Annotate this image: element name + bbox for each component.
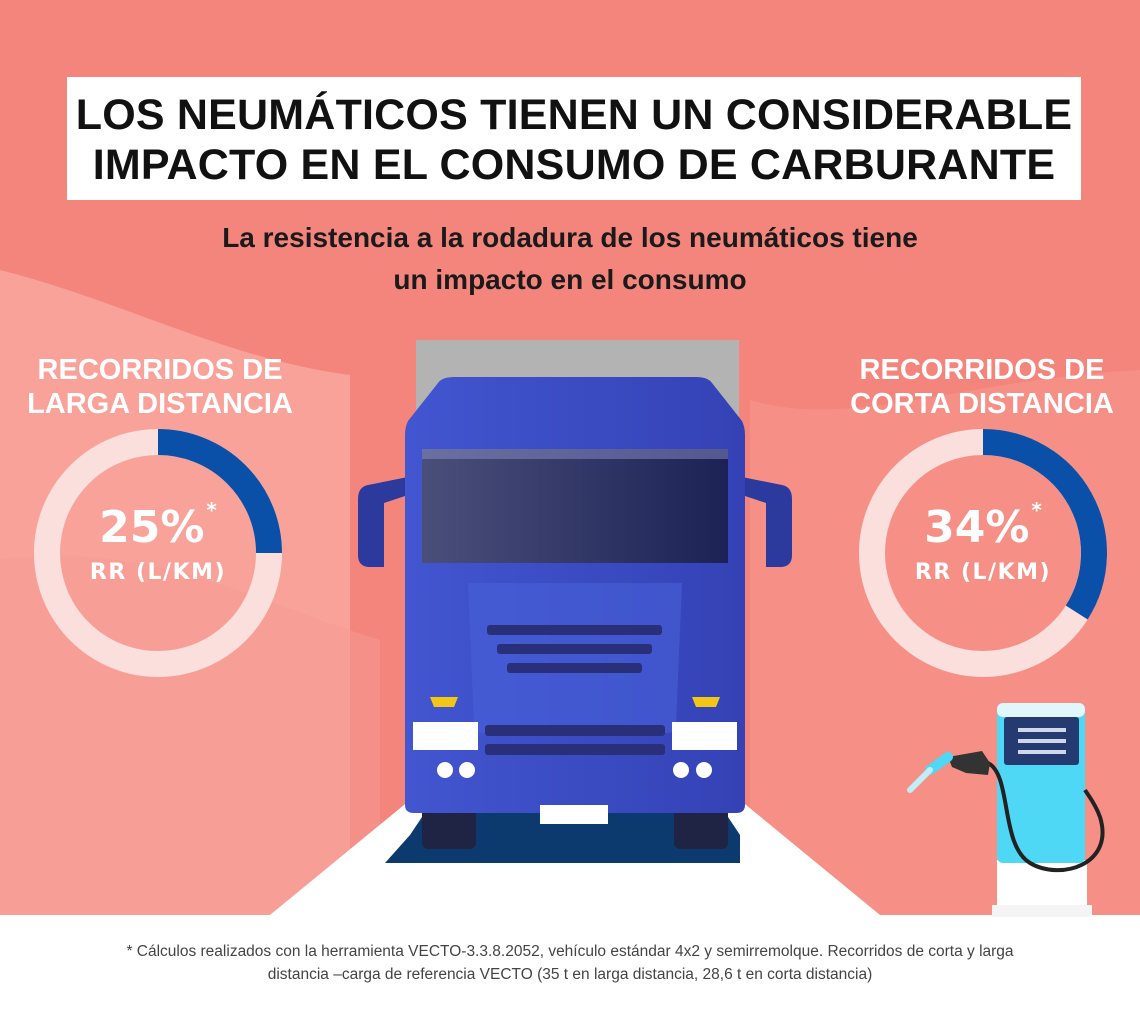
short-distance-value-wrap: 34% * [858, 498, 1108, 553]
short-distance-unit: RR (L/KM) [914, 560, 1052, 585]
title-line-1: LOS NEUMÁTICOS TIENEN UN CONSIDERABLE [75, 91, 1073, 139]
short-distance-donut [859, 429, 1107, 677]
short-distance-heading: RECORRIDOS DE CORTA DISTANCIA [832, 353, 1132, 421]
short-distance-asterisk: * [1031, 498, 1042, 522]
long-distance-value-wrap: 25% * [33, 498, 283, 553]
title-line-2: IMPACTO EN EL CONSUMO DE CARBURANTE [92, 141, 1056, 189]
long-distance-donut-fill [157, 429, 282, 554]
short-distance-heading-line-1: RECORRIDOS DE [859, 354, 1105, 386]
fuel-pump-icon [907, 703, 1105, 918]
short-distance-heading-line-2: CORTA DISTANCIA [850, 388, 1114, 420]
short-distance-donut-fill [982, 429, 1107, 620]
long-distance-heading-line-2: LARGA DISTANCIA [27, 388, 293, 420]
footnote-line-1: * Cálculos realizados con la herramienta… [126, 943, 1014, 960]
footnote: * Cálculos realizados con la herramienta… [60, 940, 1080, 986]
long-distance-unit: RR (L/KM) [89, 560, 227, 585]
long-distance-heading: RECORRIDOS DE LARGA DISTANCIA [10, 353, 310, 421]
long-distance-donut [34, 429, 282, 677]
long-distance-value: 25% [99, 502, 205, 553]
footnote-line-2: distancia –carga de referencia VECTO (35… [267, 966, 873, 983]
long-distance-asterisk: * [206, 498, 217, 522]
subtitle-line-2: un impacto en el consumo [393, 264, 747, 295]
short-distance-value: 34% [924, 502, 1030, 553]
subtitle-line-1: La resistencia a la rodadura de los neum… [222, 222, 918, 253]
long-distance-heading-line-1: RECORRIDOS DE [37, 354, 283, 386]
truck-front-icon [358, 340, 792, 863]
title-box: LOS NEUMÁTICOS TIENEN UN CONSIDERABLE IM… [67, 77, 1081, 200]
